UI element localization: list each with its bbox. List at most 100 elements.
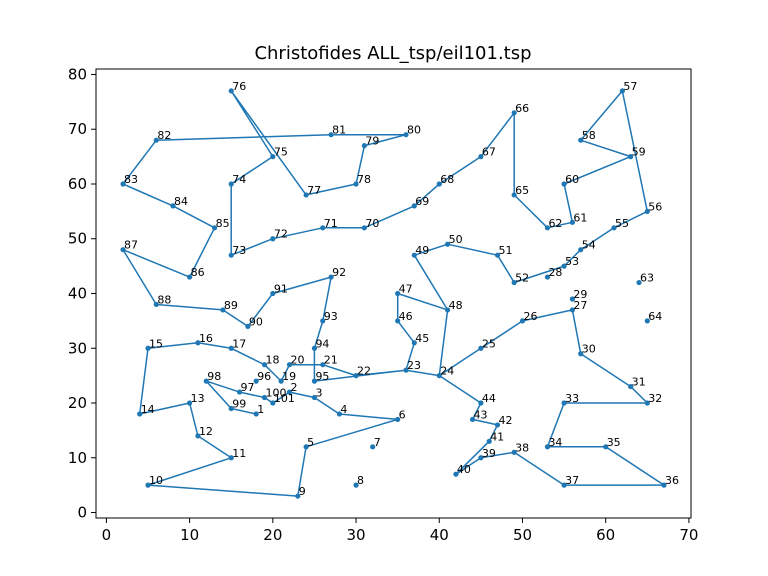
- node-label: 35: [607, 436, 621, 449]
- node-marker: [603, 444, 609, 450]
- node-marker: [453, 471, 459, 477]
- node-label: 84: [174, 195, 188, 208]
- node-label: 36: [665, 474, 679, 487]
- node-label: 18: [266, 354, 280, 367]
- node-marker: [544, 274, 551, 280]
- node-marker: [511, 192, 517, 198]
- node-label: 37: [565, 474, 579, 487]
- node-label: 26: [523, 310, 537, 323]
- node-label: 78: [357, 173, 371, 186]
- node-marker: [153, 301, 159, 308]
- node-label: 10: [149, 474, 163, 487]
- x-tick-label: 20: [263, 526, 282, 544]
- node-marker: [636, 279, 642, 286]
- node-label: 91: [274, 283, 288, 296]
- node-marker: [578, 247, 584, 253]
- node-marker: [120, 247, 126, 253]
- node-label: 32: [648, 392, 662, 405]
- node-label: 15: [149, 337, 163, 350]
- node-marker: [436, 181, 442, 187]
- node-marker: [403, 367, 409, 373]
- y-tick-label: 70: [68, 120, 87, 138]
- chart-title: Christofides ALL_tsp/eil101.tsp: [254, 43, 531, 64]
- node-label: 47: [399, 283, 413, 296]
- node-marker: [611, 225, 617, 231]
- node-label: 39: [482, 447, 496, 460]
- node-marker: [569, 296, 576, 302]
- node-marker: [436, 373, 442, 379]
- y-tick-label: 10: [68, 449, 87, 467]
- node-marker: [353, 373, 359, 379]
- node-marker: [270, 290, 276, 297]
- axes-layer: 0 10 20 30 40 50 60 70 0 10 20 30 40 50 60 70 80: [68, 65, 699, 544]
- node-label: 14: [141, 403, 155, 416]
- node-marker: [270, 154, 276, 160]
- node-label: 71: [324, 217, 338, 230]
- node-label: 97: [241, 381, 255, 394]
- node-marker: [278, 378, 284, 384]
- node-marker: [361, 143, 367, 149]
- node-marker: [311, 394, 318, 401]
- node-label: 101: [274, 392, 295, 405]
- node-marker: [137, 411, 143, 417]
- node-label: 90: [249, 315, 263, 328]
- node-label: 61: [573, 211, 587, 224]
- node-marker: [228, 88, 234, 94]
- node-label: 63: [640, 272, 654, 285]
- node-label: 6: [399, 408, 406, 421]
- node-marker: [295, 493, 301, 499]
- node-marker: [270, 400, 276, 406]
- node-marker: [578, 351, 584, 357]
- node-marker: [619, 88, 625, 94]
- node-marker: [561, 482, 567, 488]
- node-label: 83: [124, 173, 138, 186]
- node-marker: [320, 225, 326, 231]
- node-marker: [170, 203, 176, 209]
- node-label: 65: [515, 184, 529, 197]
- node-label: 70: [365, 217, 379, 230]
- node-label: 48: [449, 299, 463, 312]
- node-label: 1: [257, 403, 264, 416]
- node-marker: [286, 362, 293, 368]
- node-marker: [561, 263, 567, 269]
- x-tick-label: 70: [679, 526, 698, 544]
- node-label: 11: [232, 447, 246, 460]
- node-label: 12: [199, 425, 213, 438]
- x-tick-label: 50: [513, 526, 532, 544]
- node-marker: [628, 154, 634, 160]
- node-label: 41: [490, 430, 504, 443]
- node-marker: [661, 482, 667, 488]
- node-label: 100: [266, 387, 287, 400]
- x-tick-label: 60: [596, 526, 615, 544]
- x-tick-label: 40: [430, 526, 449, 544]
- x-tick-label: 30: [347, 526, 366, 544]
- node-label: 88: [157, 293, 171, 306]
- node-marker: [228, 455, 234, 461]
- node-marker: [187, 400, 193, 406]
- node-label: 94: [315, 337, 329, 350]
- node-label: 80: [407, 124, 421, 137]
- node-marker: [261, 362, 268, 368]
- node-label: 28: [548, 266, 562, 279]
- node-marker: [486, 438, 492, 444]
- node-marker: [311, 378, 318, 384]
- node-marker: [478, 345, 484, 351]
- nodes-layer: [120, 88, 667, 499]
- node-marker: [628, 383, 634, 390]
- node-marker: [353, 482, 359, 488]
- node-marker: [370, 444, 376, 450]
- node-marker: [411, 252, 417, 258]
- node-marker: [228, 252, 234, 258]
- node-label: 40: [457, 463, 471, 476]
- node-label: 24: [440, 365, 454, 378]
- node-marker: [253, 411, 259, 417]
- node-marker: [353, 181, 359, 187]
- y-tick-label: 60: [68, 175, 87, 193]
- node-marker: [494, 422, 501, 428]
- node-label: 51: [499, 244, 513, 257]
- node-label: 5: [307, 436, 314, 449]
- node-marker: [403, 132, 409, 138]
- node-label: 19: [282, 370, 296, 383]
- node-label: 93: [324, 310, 338, 323]
